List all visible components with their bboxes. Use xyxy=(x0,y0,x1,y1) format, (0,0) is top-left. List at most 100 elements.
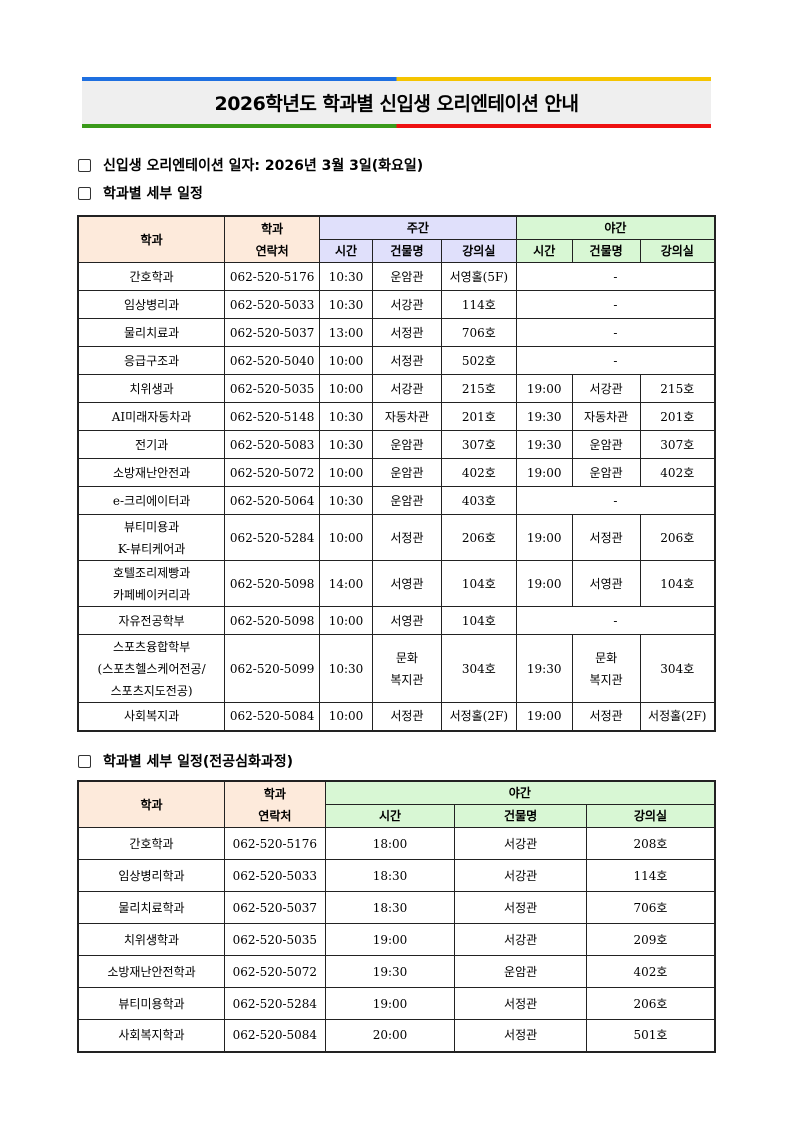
header-day-room: 강의실 xyxy=(440,239,517,263)
cell-day-room: 304호 xyxy=(440,634,517,703)
cell-day-room: 206호 xyxy=(440,514,517,561)
section-advanced: 학과별 세부 일정(전공심화과정) xyxy=(78,751,293,771)
cell-day-time: 10:00 xyxy=(319,458,373,487)
header-time: 시간 xyxy=(324,804,456,828)
bottom-color-line xyxy=(82,124,711,128)
cell-day-time: 10:30 xyxy=(319,430,373,459)
top-color-line xyxy=(82,77,711,81)
table-row: 응급구조과 062-520-5040 10:00 서정관 502호 - xyxy=(77,346,716,375)
cell-building: 서정관 xyxy=(454,987,587,1020)
page-title: 2026학년도 학과별 신입생 오리엔테이션 안내 xyxy=(82,81,711,124)
table-row: 호텔조리제빵과 카페베이커리과 062-520-5098 14:00 서영관 104호 1… xyxy=(77,560,716,607)
cell-night-building: 문화 복지관 xyxy=(571,634,641,703)
cell-day-building: 운암관 xyxy=(372,458,442,487)
cell-night-building: 서정관 xyxy=(571,514,641,561)
cell-dept: 치위생과 xyxy=(77,374,226,403)
cell-day-room: 104호 xyxy=(440,606,517,635)
cell-room: 206호 xyxy=(585,987,716,1020)
header-contact: 학과 연락처 xyxy=(224,215,321,263)
cell-night-none: - xyxy=(515,262,716,291)
cell-day-time: 10:30 xyxy=(319,290,373,319)
cell-night-room: 304호 xyxy=(639,634,716,703)
cell-day-building: 서영관 xyxy=(372,560,442,607)
cell-dept: 소방재난안전학과 xyxy=(77,955,225,988)
cell-day-room: 402호 xyxy=(440,458,517,487)
header-room: 강의실 xyxy=(585,804,716,828)
cell-dept: 간호학과 xyxy=(77,262,226,291)
checkbox-icon xyxy=(78,186,91,200)
cell-night-none: - xyxy=(515,606,716,635)
cell-night-room: 201호 xyxy=(639,402,716,431)
cell-day-room: 307호 xyxy=(440,430,517,459)
cell-contact: 062-520-5037 xyxy=(224,318,321,347)
cell-night-none: - xyxy=(515,318,716,347)
table-row: 간호학과 062-520-5176 10:30 운암관 서영홀(5F) - xyxy=(77,262,716,291)
cell-night-building: 서강관 xyxy=(571,374,641,403)
table-row: 임상병리과 062-520-5033 10:30 서강관 114호 - xyxy=(77,290,716,319)
cell-time: 19:00 xyxy=(324,987,456,1020)
cell-time: 18:30 xyxy=(324,891,456,924)
header-day-building: 건물명 xyxy=(372,239,442,263)
cell-day-room: 215호 xyxy=(440,374,517,403)
cell-day-time: 10:00 xyxy=(319,702,373,731)
cell-night-time: 19:30 xyxy=(515,430,573,459)
table-row: 전기과 062-520-5083 10:30 운암관 307호 19:30 운암관 307호 xyxy=(77,430,716,459)
cell-day-time: 10:30 xyxy=(319,634,373,703)
header-day-time: 시간 xyxy=(319,239,373,263)
cell-night-room: 104호 xyxy=(639,560,716,607)
cell-contact: 062-520-5072 xyxy=(224,458,321,487)
table-row: 사회복지학과 062-520-5084 20:00 서정관 501호 xyxy=(77,1019,716,1052)
cell-dept: 전기과 xyxy=(77,430,226,459)
cell-contact: 062-520-5033 xyxy=(224,290,321,319)
cell-contact: 062-520-5176 xyxy=(223,827,326,860)
cell-day-building: 서강관 xyxy=(372,290,442,319)
cell-building: 서정관 xyxy=(454,891,587,924)
cell-day-room: 서영홀(5F) xyxy=(440,262,517,291)
cell-day-room: 104호 xyxy=(440,560,517,607)
header-dept: 학과 xyxy=(77,215,226,263)
table-row: 임상병리학과 062-520-5033 18:30 서강관 114호 xyxy=(77,859,716,892)
header-night-time: 시간 xyxy=(515,239,573,263)
cell-dept: 사회복지과 xyxy=(77,702,226,731)
cell-contact: 062-520-5083 xyxy=(224,430,321,459)
section-schedule: 학과별 세부 일정 xyxy=(78,183,203,203)
cell-building: 서강관 xyxy=(454,859,587,892)
cell-night-building: 자동차관 xyxy=(571,402,641,431)
header-night-building: 건물명 xyxy=(571,239,641,263)
header-night: 야간 xyxy=(515,215,716,240)
table-row: 간호학과 062-520-5176 18:00 서강관 208호 xyxy=(77,827,716,860)
cell-night-room: 206호 xyxy=(639,514,716,561)
table-row: 스포츠융합학부 (스포츠헬스케어전공/ 스포츠지도전공) 062-520-5099… xyxy=(77,634,716,703)
table-row: 소방재난안전학과 062-520-5072 19:30 운암관 402호 xyxy=(77,955,716,988)
table-row: AI미래자동차과 062-520-5148 10:30 자동차관 201호 19:30 자동… xyxy=(77,402,716,431)
cell-day-building: 서정관 xyxy=(372,346,442,375)
cell-contact: 062-520-5072 xyxy=(223,955,326,988)
cell-time: 19:30 xyxy=(324,955,456,988)
cell-contact: 062-520-5033 xyxy=(223,859,326,892)
cell-contact: 062-520-5176 xyxy=(224,262,321,291)
cell-day-time: 10:30 xyxy=(319,262,373,291)
cell-time: 18:30 xyxy=(324,859,456,892)
header-day: 주간 xyxy=(319,215,517,240)
schedule-table: 학과 학과 연락처 주간 야간 시간 건물명 강의실 시간 건물명 강의실 간호학과 062-52… xyxy=(77,215,716,732)
cell-night-time: 19:00 xyxy=(515,514,573,561)
cell-day-room: 403호 xyxy=(440,486,517,515)
cell-day-room: 서정홀(2F) xyxy=(440,702,517,731)
cell-night-time: 19:00 xyxy=(515,560,573,607)
header-night-room: 강의실 xyxy=(639,239,716,263)
cell-building: 서정관 xyxy=(454,1019,587,1052)
cell-night-time: 19:00 xyxy=(515,374,573,403)
cell-day-room: 201호 xyxy=(440,402,517,431)
cell-day-building: 서정관 xyxy=(372,514,442,561)
cell-dept: 치위생학과 xyxy=(77,923,225,956)
cell-night-none: - xyxy=(515,290,716,319)
cell-dept: e-크리에이터과 xyxy=(77,486,226,515)
cell-night-building: 운암관 xyxy=(571,458,641,487)
cell-day-time: 13:00 xyxy=(319,318,373,347)
cell-day-time: 10:30 xyxy=(319,402,373,431)
section-date: 신입생 오리엔테이션 일자: 2026년 3월 3일(화요일) xyxy=(78,155,423,175)
cell-contact: 062-520-5037 xyxy=(223,891,326,924)
cell-night-room: 215호 xyxy=(639,374,716,403)
table-row: 물리치료과 062-520-5037 13:00 서정관 706호 - xyxy=(77,318,716,347)
cell-dept: 임상병리학과 xyxy=(77,859,225,892)
